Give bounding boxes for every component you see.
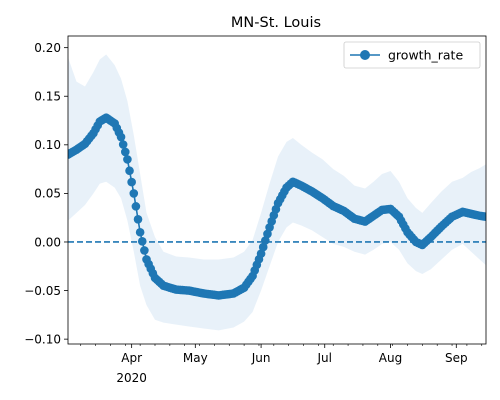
data-point [129, 189, 139, 198]
data-point [481, 212, 486, 222]
x-axis: Apr 2020 May Jun Jul Aug Sep [80, 344, 483, 385]
x-tick-label: May [183, 351, 208, 365]
data-point [118, 140, 128, 149]
y-tick-label: 0.10 [34, 138, 61, 152]
x-tick-label: Apr [121, 351, 142, 365]
y-tick-label: 0.05 [34, 187, 61, 201]
data-point [261, 236, 270, 245]
y-tick-label: 0.00 [34, 235, 61, 249]
data-point [123, 155, 132, 164]
data-point [135, 227, 145, 237]
data-point [116, 132, 126, 142]
data-point [127, 177, 136, 187]
y-tick-label: 0.15 [34, 90, 61, 104]
x-tick-year-label: 2020 [116, 371, 147, 385]
legend: growth_rate [343, 41, 481, 69]
data-point [125, 166, 134, 176]
data-point [131, 202, 141, 211]
y-tick-label: 0.20 [34, 41, 61, 55]
confidence-band [68, 54, 486, 331]
data-point [263, 229, 272, 239]
x-tick-label: Jun [251, 351, 271, 365]
y-axis: −0.10 −0.05 0.00 0.05 0.10 0.15 0.20 [24, 41, 68, 346]
x-tick-label: Sep [445, 351, 468, 365]
data-point [256, 249, 266, 258]
data-point [120, 147, 130, 157]
y-tick-label: −0.05 [24, 284, 61, 298]
data-point [137, 237, 147, 246]
x-tick-label: Jul [316, 351, 331, 365]
y-tick-label: −0.10 [24, 332, 61, 346]
data-point [258, 242, 268, 252]
legend-box [343, 41, 481, 69]
chart-title: MN-St. Louis [231, 15, 321, 31]
legend-label-growth-rate: growth_rate [388, 48, 463, 63]
legend-marker-sample [360, 50, 370, 60]
plot-frame [67, 35, 487, 345]
series-markers [68, 113, 486, 300]
x-tick-label: Aug [379, 351, 402, 365]
data-point [133, 215, 143, 224]
data-point [140, 246, 149, 255]
